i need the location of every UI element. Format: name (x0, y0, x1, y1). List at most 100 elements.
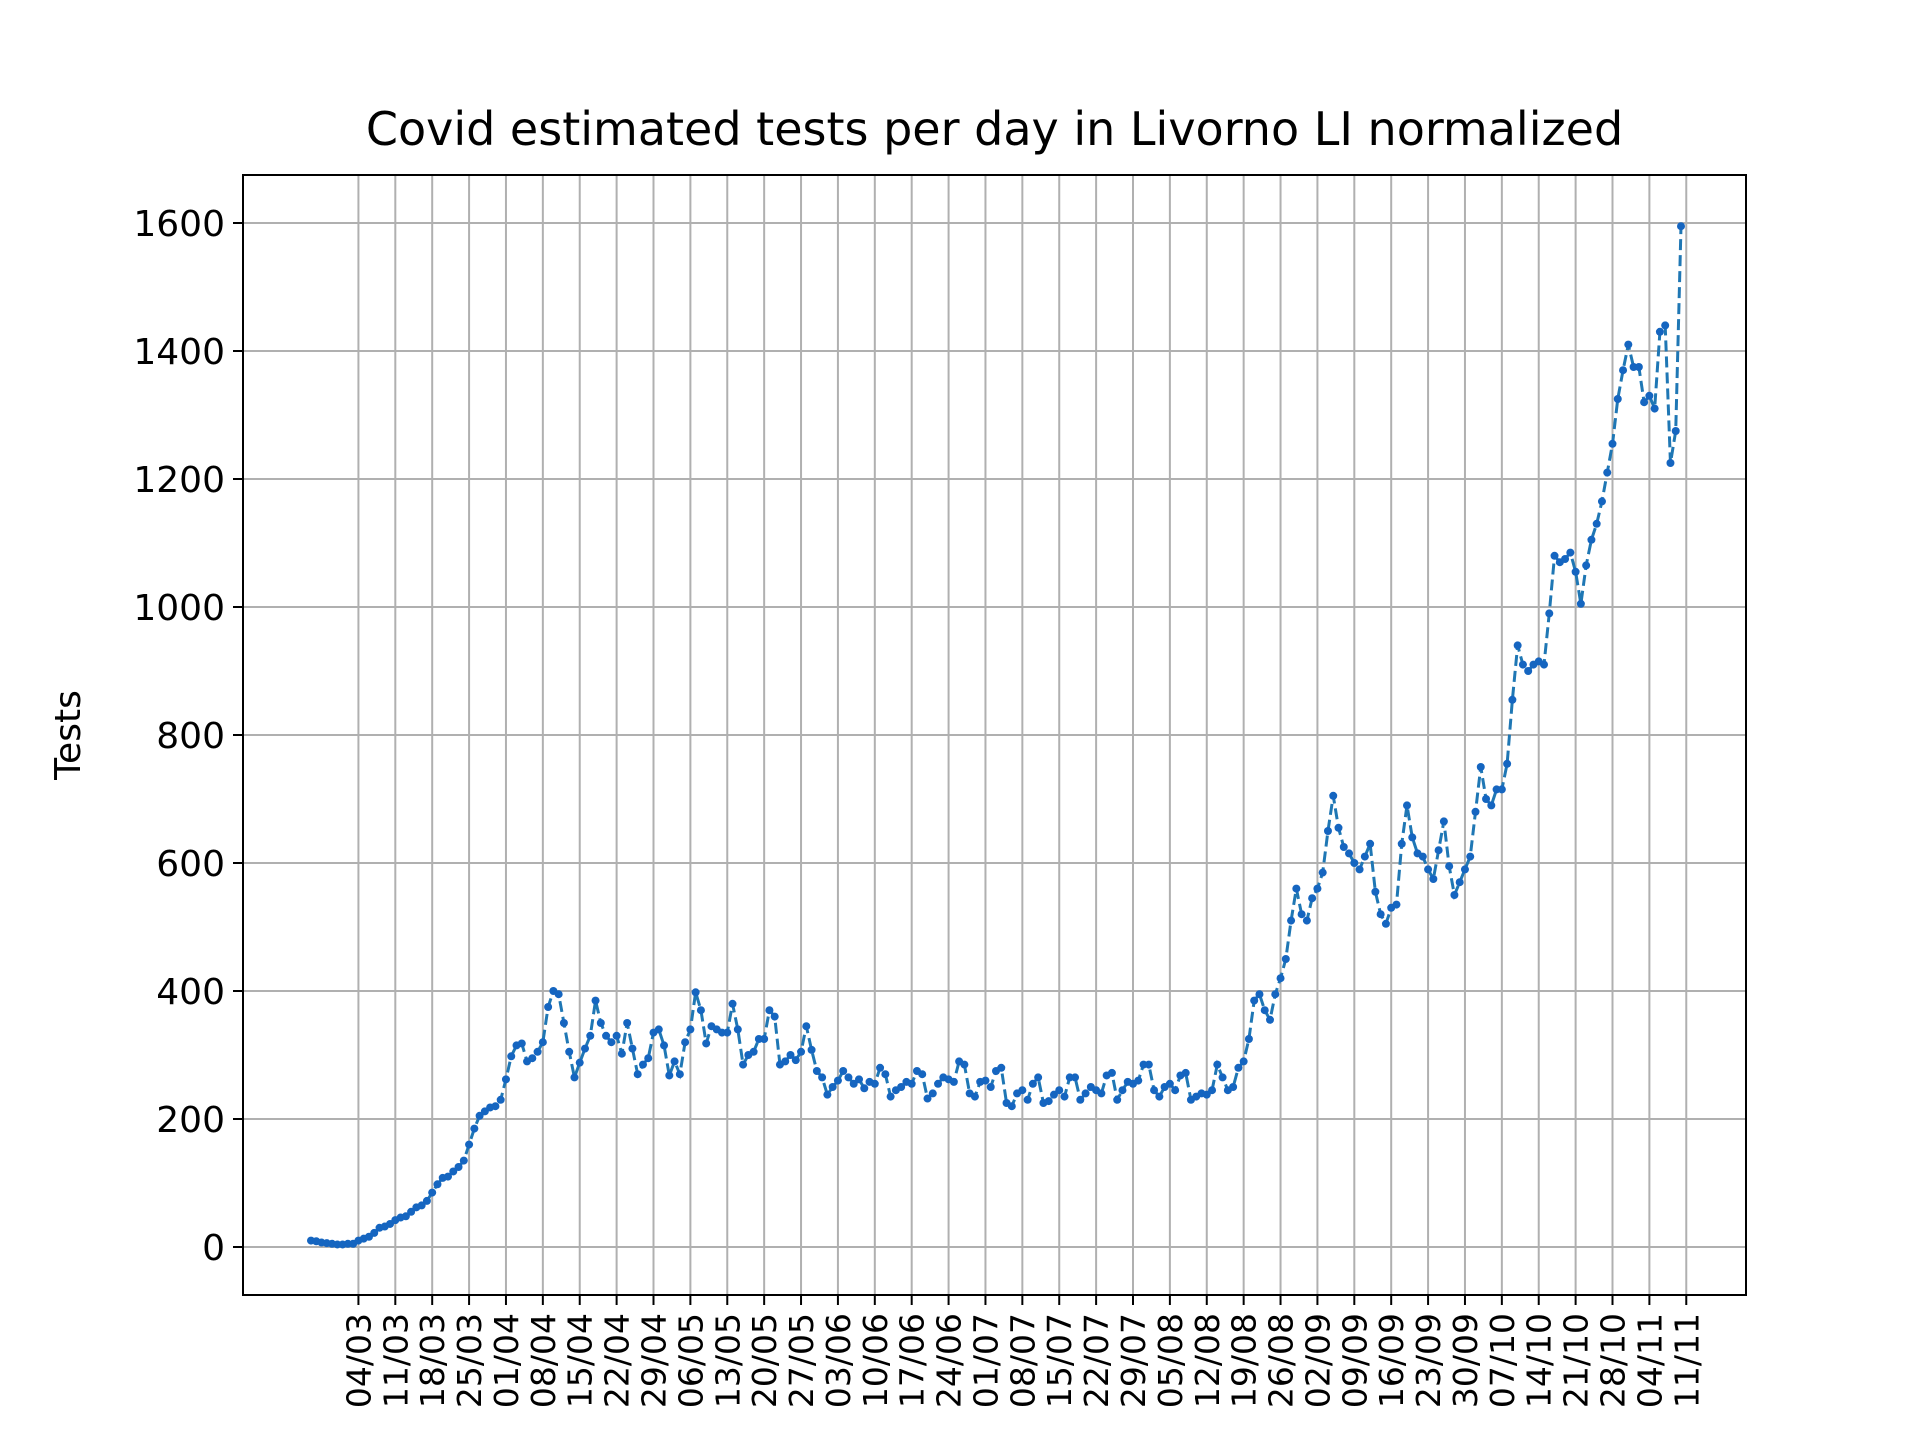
data-point (749, 1047, 758, 1056)
data-point (1318, 868, 1327, 877)
data-point (1287, 916, 1296, 925)
data-point (1424, 865, 1433, 874)
data-point (465, 1140, 474, 1149)
data-point (1455, 878, 1464, 887)
data-point (839, 1067, 848, 1075)
y-axis-ticks: 0 200 400 600 800 1000 1200 1400 1600 (133, 204, 243, 1269)
data-point (1624, 340, 1633, 349)
data-point (1107, 1068, 1116, 1077)
data-point (918, 1070, 927, 1079)
x-tick-label: 21/10 (1557, 1313, 1596, 1408)
data-point (1619, 366, 1628, 375)
x-tick-label: 15/04 (561, 1313, 600, 1408)
data-point (923, 1094, 932, 1103)
data-point (1297, 910, 1306, 919)
data-point (1576, 599, 1585, 608)
data-point (1134, 1076, 1143, 1085)
data-point (1608, 439, 1617, 448)
data-point (1250, 996, 1259, 1005)
data-point (1429, 875, 1438, 883)
data-point (1171, 1086, 1180, 1095)
data-point (812, 1067, 821, 1075)
data-point (1144, 1060, 1153, 1069)
data-point (791, 1056, 800, 1065)
data-point (876, 1063, 885, 1072)
y-tick-label: 600 (156, 844, 225, 885)
x-tick-label: 24/06 (930, 1313, 969, 1408)
x-tick-label: 19/08 (1225, 1313, 1264, 1408)
data-point (1339, 843, 1348, 851)
data-point (638, 1060, 647, 1069)
x-tick-label: 11/03 (376, 1313, 415, 1408)
data-point (1592, 519, 1601, 528)
x-tick-label: 01/04 (487, 1313, 526, 1408)
data-point (559, 1019, 568, 1027)
data-point (1071, 1073, 1080, 1082)
data-point (728, 999, 737, 1008)
x-tick-label: 17/06 (893, 1313, 932, 1408)
data-point (1376, 910, 1385, 919)
data-point (1408, 833, 1417, 842)
data-point (1661, 321, 1670, 330)
data-point (470, 1124, 479, 1133)
data-point (433, 1180, 442, 1189)
data-point (528, 1054, 537, 1063)
data-point (1007, 1102, 1016, 1111)
data-point (407, 1207, 416, 1216)
x-tick-label: 10/06 (856, 1313, 895, 1408)
data-point (1645, 391, 1654, 400)
data-point (507, 1052, 516, 1061)
data-point (1671, 427, 1680, 435)
data-point (686, 1025, 695, 1034)
data-point (1355, 865, 1364, 874)
x-tick-label: 13/05 (708, 1313, 747, 1408)
data-point (1561, 555, 1570, 563)
data-point (1603, 468, 1612, 477)
data-point (928, 1089, 937, 1098)
data-point (1397, 839, 1406, 848)
data-point (1155, 1092, 1164, 1101)
x-tick-label: 29/07 (1114, 1313, 1153, 1408)
data-point (1476, 763, 1485, 771)
data-point (1677, 222, 1685, 231)
data-point (496, 1095, 505, 1104)
data-point (723, 1028, 732, 1037)
data-point (1513, 641, 1522, 650)
data-point (1650, 404, 1659, 413)
data-points (307, 222, 1685, 1249)
data-point (860, 1084, 869, 1093)
data-point (575, 1058, 584, 1067)
x-tick-label: 28/10 (1594, 1313, 1633, 1408)
data-point (491, 1102, 500, 1111)
data-point (1244, 1035, 1253, 1043)
data-point (1213, 1060, 1222, 1069)
data-point (934, 1079, 943, 1088)
data-point (1518, 660, 1527, 669)
x-tick-label: 22/04 (598, 1313, 637, 1408)
x-tick-label: 02/09 (1298, 1313, 1337, 1408)
data-point (475, 1111, 484, 1120)
data-point (665, 1071, 674, 1080)
data-point (1550, 551, 1559, 560)
data-point (1329, 791, 1338, 800)
data-point (828, 1083, 837, 1091)
data-point (1545, 609, 1554, 618)
data-point (760, 1035, 769, 1043)
data-point (1497, 785, 1506, 794)
y-tick-label: 800 (156, 716, 225, 757)
y-tick-label: 1000 (133, 588, 225, 629)
data-point (1345, 849, 1354, 858)
data-point (370, 1228, 379, 1237)
data-point (997, 1063, 1006, 1072)
data-point (970, 1092, 979, 1101)
data-point (765, 1006, 774, 1015)
data-point (1218, 1073, 1227, 1082)
data-point (1281, 955, 1290, 963)
data-point (681, 1038, 690, 1047)
data-point (1566, 548, 1575, 557)
data-point (797, 1047, 806, 1056)
data-point (1450, 891, 1459, 899)
data-point (1434, 846, 1443, 855)
data-point (586, 1031, 595, 1040)
